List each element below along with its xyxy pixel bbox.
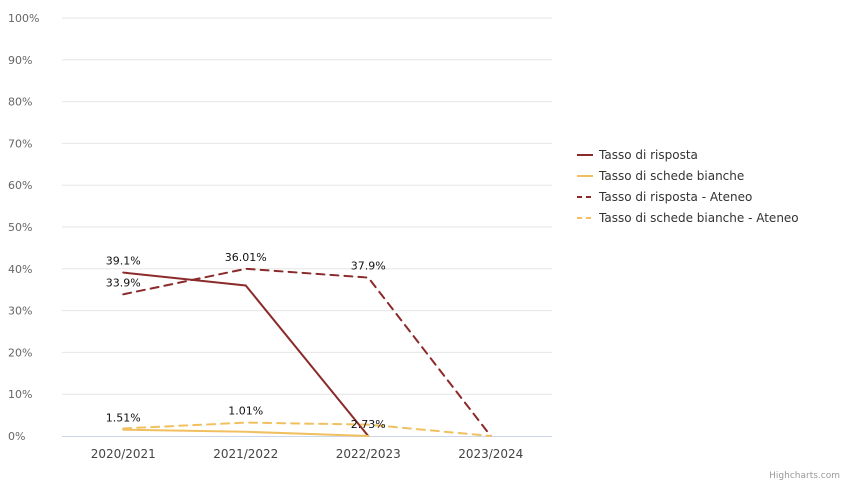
x-tick-label: 2023/2024 <box>458 447 523 461</box>
x-tick-label: 2020/2021 <box>91 447 156 461</box>
legend-item-1[interactable]: Tasso di risposta <box>577 148 698 162</box>
x-axis: 2020/2021 2021/2022 2022/2023 2023/2024 <box>62 436 552 461</box>
y-tick-label: 10% <box>8 388 32 401</box>
y-tick-label: 30% <box>8 305 32 318</box>
legend[interactable]: Tasso di risposta Tasso di schede bianche… <box>577 148 799 225</box>
series-line-2[interactable] <box>122 428 370 437</box>
y-tick-label: 40% <box>8 263 32 276</box>
credits-link[interactable]: Highcharts.com <box>769 471 840 481</box>
y-tick-label: 0% <box>8 430 25 443</box>
data-label: 33.9% <box>106 276 141 289</box>
data-label: 1.51% <box>106 412 141 425</box>
y-tick-label: 20% <box>8 346 32 359</box>
series-line-4[interactable] <box>122 421 492 437</box>
data-label: 39.1% <box>106 255 141 268</box>
data-label: 1.01% <box>228 405 263 418</box>
legend-label: Tasso di risposta <box>598 148 698 162</box>
data-labels: 39.1% 2.73% 1.51% 33.9% 36.01% 37.9% 1.01% <box>106 251 386 431</box>
x-tick-label: 2021/2022 <box>213 447 278 461</box>
legend-item-2[interactable]: Tasso di schede bianche <box>577 169 744 183</box>
y-axis: 0% 10% 20% 30% 40% 50% 60% 70% 80% 90% 100% <box>8 12 39 443</box>
data-label: 36.01% <box>225 251 267 264</box>
x-tick-label: 2022/2023 <box>336 447 401 461</box>
y-tick-label: 70% <box>8 137 32 150</box>
legend-item-4[interactable]: Tasso di schede bianche - Ateneo <box>577 211 799 225</box>
y-tick-label: 100% <box>8 12 39 25</box>
grid-lines <box>62 17 552 395</box>
y-tick-label: 90% <box>8 54 32 67</box>
legend-label: Tasso di schede bianche <box>598 169 744 183</box>
y-tick-label: 60% <box>8 179 32 192</box>
legend-label: Tasso di risposta - Ateneo <box>598 190 752 204</box>
series-line-3[interactable] <box>122 267 492 437</box>
data-label: 37.9% <box>351 260 386 273</box>
y-tick-label: 80% <box>8 96 32 109</box>
y-tick-label: 50% <box>8 221 32 234</box>
legend-label: Tasso di schede bianche - Ateneo <box>598 211 799 225</box>
data-label: 2.73% <box>351 418 386 431</box>
series-lines <box>122 267 492 437</box>
legend-item-3[interactable]: Tasso di risposta - Ateneo <box>577 190 752 204</box>
series-line-1[interactable] <box>122 271 370 437</box>
